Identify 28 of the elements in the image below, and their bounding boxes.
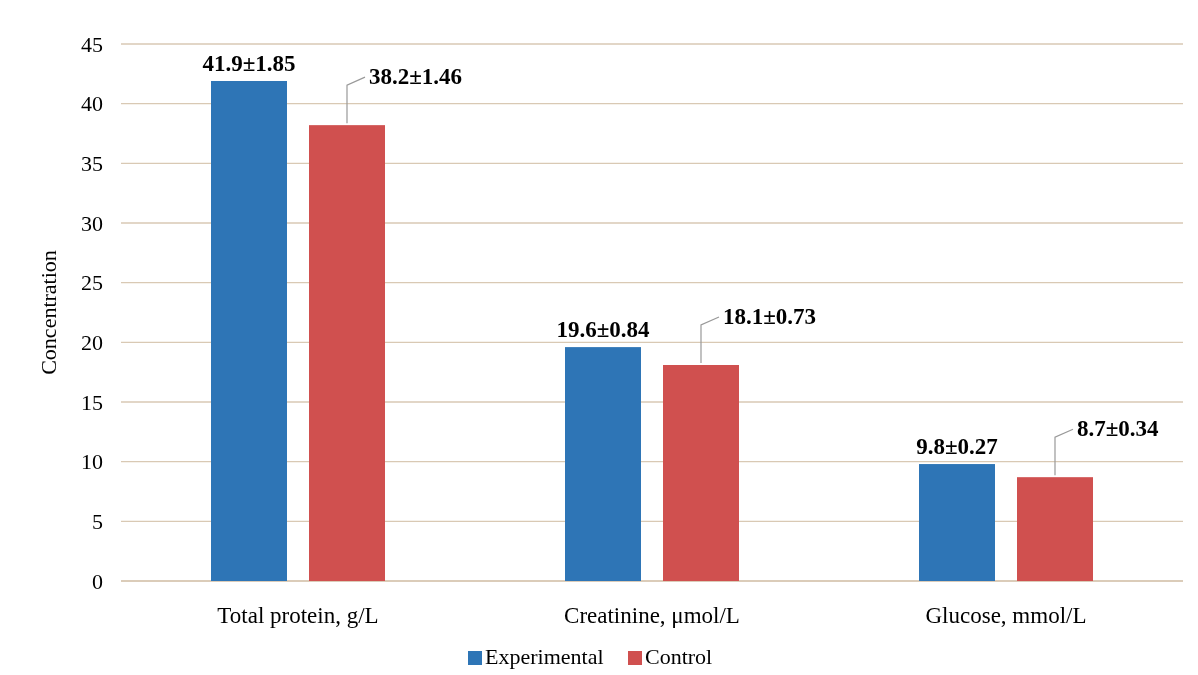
- legend-label: Experimental: [485, 644, 604, 669]
- y-tick-label: 45: [81, 31, 103, 57]
- data-label: 18.1±0.73: [723, 304, 817, 330]
- y-tick-label: 10: [81, 449, 103, 475]
- bar: [211, 80, 287, 581]
- y-axis-title: Concentration: [36, 250, 61, 375]
- y-tick-label: 40: [81, 91, 103, 117]
- bar: [1017, 477, 1093, 581]
- legend-label: Control: [645, 644, 713, 669]
- bar: [565, 347, 641, 581]
- data-label: 41.9±1.85: [202, 50, 296, 76]
- y-tick-label: 25: [81, 270, 103, 296]
- x-tick-label: Total protein, g/L: [217, 603, 379, 628]
- y-tick-label: 20: [81, 330, 103, 356]
- bar: [309, 125, 385, 581]
- y-tick-label: 0: [92, 568, 103, 594]
- bar: [919, 464, 995, 581]
- y-tick-label: 5: [92, 509, 103, 535]
- data-label: 38.2±1.46: [369, 64, 463, 90]
- y-tick-label: 15: [81, 389, 103, 415]
- y-tick-label: 30: [81, 210, 103, 236]
- x-tick-label: Glucose, mmol/L: [925, 603, 1087, 628]
- bar: [663, 365, 739, 581]
- data-label: 8.7±0.34: [1077, 416, 1160, 442]
- y-tick-label: 35: [81, 151, 103, 177]
- data-label: 9.8±0.27: [916, 434, 998, 460]
- x-tick-label: Creatinine, μmol/L: [564, 603, 740, 628]
- data-label: 19.6±0.84: [556, 317, 651, 343]
